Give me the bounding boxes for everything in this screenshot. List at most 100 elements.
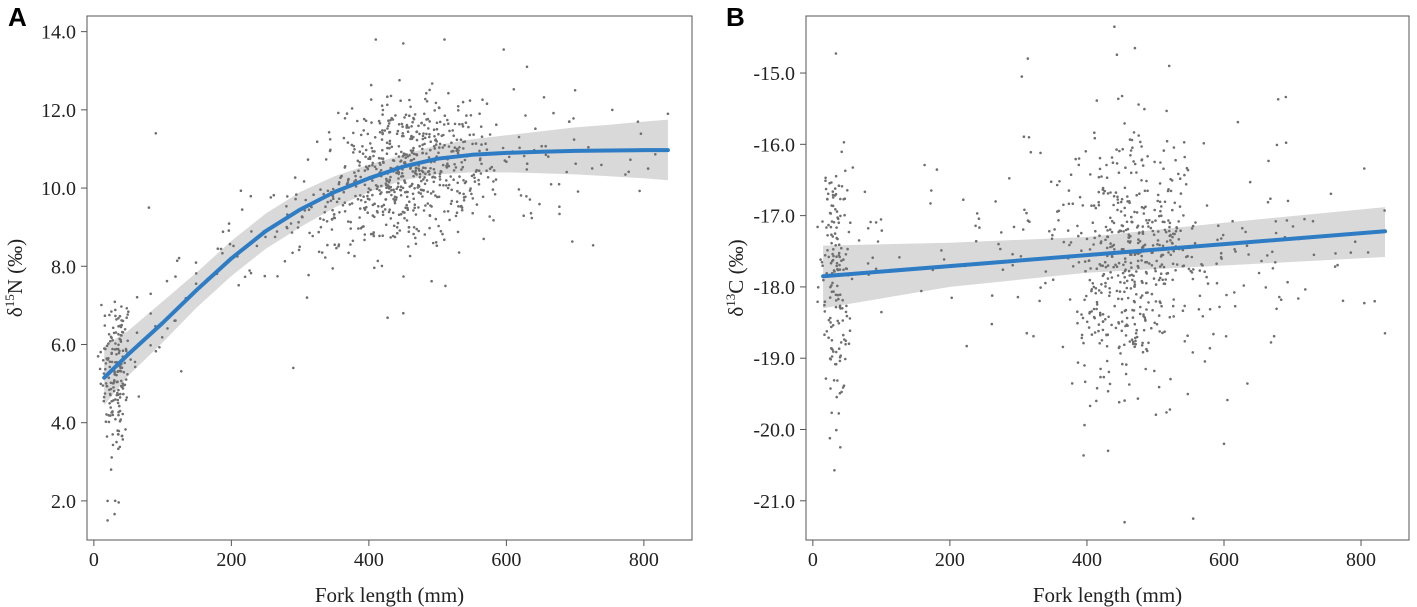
data-point (381, 234, 385, 237)
data-point (830, 233, 833, 236)
data-point (433, 135, 436, 138)
data-point (1174, 158, 1177, 162)
data-point (1272, 334, 1276, 338)
data-point (1141, 281, 1144, 285)
data-point (418, 132, 421, 136)
data-point (1113, 304, 1116, 308)
data-point (1021, 228, 1025, 231)
data-point (1029, 150, 1033, 154)
data-point (477, 182, 481, 186)
data-point (1143, 189, 1147, 193)
data-point (1201, 315, 1205, 318)
data-point (1217, 224, 1220, 227)
data-point (1162, 167, 1165, 170)
data-point (848, 317, 852, 320)
data-point (1168, 315, 1172, 319)
data-point (109, 381, 113, 385)
data-point (826, 234, 829, 237)
data-point (1146, 189, 1149, 193)
data-point (429, 140, 433, 143)
data-point (820, 260, 824, 264)
data-point (1062, 203, 1065, 207)
data-point (451, 149, 455, 153)
data-point (624, 173, 627, 176)
data-point (1179, 192, 1183, 195)
data-point (105, 385, 109, 388)
data-point (107, 342, 110, 345)
data-point (1088, 278, 1092, 282)
data-point (423, 176, 426, 179)
data-point (880, 229, 884, 232)
data-point (419, 188, 423, 192)
data-point (834, 208, 837, 211)
data-point (831, 190, 835, 193)
data-point (1126, 324, 1129, 328)
data-point (389, 118, 392, 122)
data-point (431, 241, 435, 245)
data-point (1130, 215, 1133, 219)
data-point (363, 233, 367, 236)
data-point (1175, 226, 1178, 229)
y-axis-title: δ13C (‰) (723, 239, 748, 316)
data-point (422, 209, 426, 212)
data-point (1208, 346, 1212, 350)
data-point (471, 142, 474, 146)
data-point (866, 227, 870, 230)
data-point (114, 361, 117, 364)
data-point (1161, 253, 1165, 257)
data-point (359, 199, 363, 202)
data-point (356, 159, 360, 163)
data-point (1123, 520, 1126, 524)
data-point (576, 190, 580, 193)
data-point (412, 135, 415, 139)
data-point (1236, 120, 1240, 124)
data-point (125, 349, 128, 353)
data-point (118, 349, 121, 353)
data-point (1100, 283, 1103, 286)
data-point (389, 185, 393, 189)
data-point (399, 185, 403, 188)
data-point (1106, 277, 1110, 280)
data-point (394, 152, 398, 156)
data-point (419, 192, 423, 195)
data-point (1092, 307, 1096, 311)
data-point (406, 190, 409, 194)
data-point (432, 180, 436, 184)
data-point (345, 112, 349, 115)
data-point (1266, 254, 1269, 257)
data-point (421, 143, 424, 147)
data-point (443, 114, 447, 117)
data-point (525, 65, 529, 69)
data-point (385, 179, 389, 182)
data-point (1303, 217, 1306, 221)
data-point (406, 206, 409, 210)
data-point (1203, 360, 1207, 363)
data-point (1100, 291, 1103, 295)
data-point (639, 132, 643, 135)
data-point (1027, 136, 1031, 139)
data-point (825, 330, 829, 333)
data-point (587, 145, 590, 149)
data-point (412, 209, 415, 212)
data-point (1110, 156, 1114, 159)
data-point (1158, 182, 1162, 185)
data-point (1022, 135, 1026, 138)
data-point (1145, 179, 1148, 183)
data-point (974, 239, 978, 243)
data-point (451, 129, 455, 132)
data-point (1121, 147, 1124, 151)
data-point (646, 167, 650, 170)
data-point (479, 125, 483, 128)
data-point (1123, 309, 1127, 313)
data-point (481, 98, 484, 101)
data-point (122, 392, 125, 396)
data-point (352, 151, 355, 154)
data-point (103, 314, 107, 318)
data-point (386, 103, 389, 107)
data-point (1193, 241, 1197, 245)
data-point (838, 263, 841, 267)
data-point (1032, 334, 1035, 338)
data-point (1100, 339, 1104, 342)
data-point (328, 149, 332, 153)
data-point (1050, 237, 1054, 240)
